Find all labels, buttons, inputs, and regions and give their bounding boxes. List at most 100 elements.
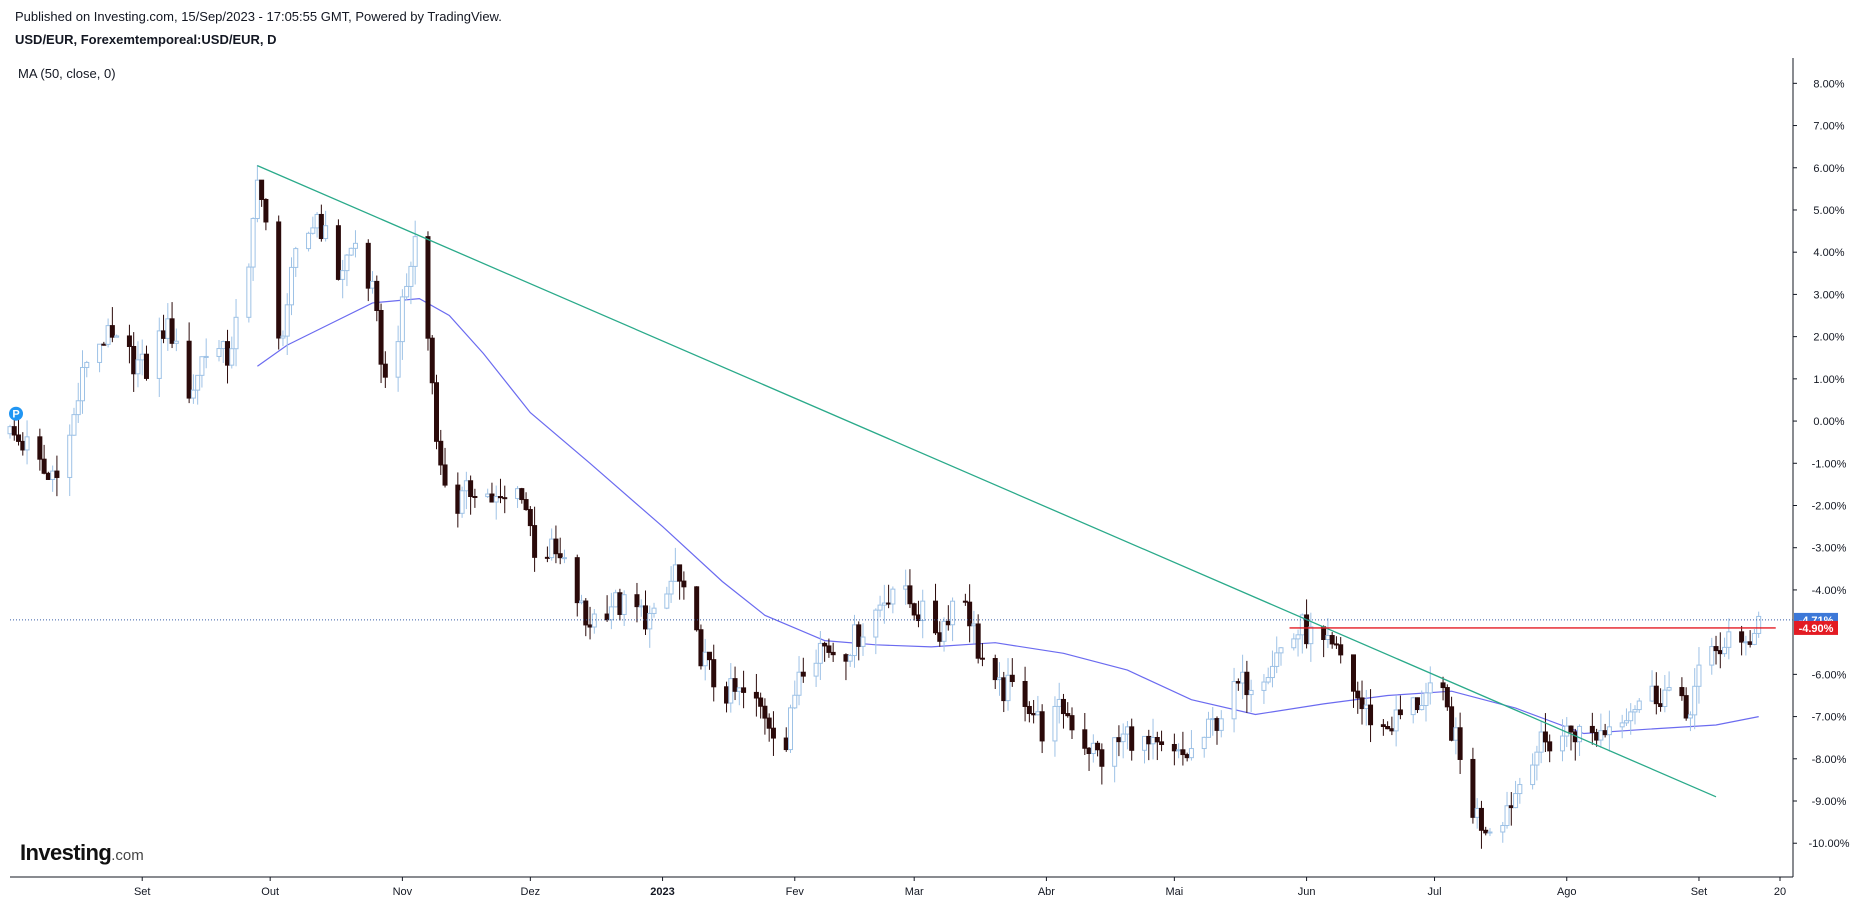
y-tick-label: -1.00%	[1812, 458, 1847, 470]
candle-down	[886, 602, 892, 605]
candle-up	[1419, 705, 1425, 711]
candle-down	[434, 382, 440, 442]
candle-up	[1410, 697, 1416, 716]
candle-down	[1329, 635, 1335, 645]
candle-up	[591, 613, 597, 628]
candle-up	[608, 606, 614, 621]
candles	[7, 164, 1762, 849]
candle-down	[1359, 697, 1365, 710]
candle-down	[225, 341, 231, 366]
candle-down	[532, 525, 538, 558]
candle-down	[1414, 697, 1420, 711]
candle-up	[903, 585, 909, 590]
candle-down	[732, 678, 738, 692]
candle-down	[843, 654, 849, 662]
candle-down	[1470, 758, 1476, 818]
ma-line	[257, 297, 1759, 735]
candle-up	[459, 490, 465, 514]
x-tick-label: Abr	[1038, 886, 1055, 898]
candle-up	[284, 304, 290, 337]
candle-up	[195, 374, 201, 391]
candle-up	[613, 592, 619, 608]
candle-up	[1005, 674, 1011, 702]
candle-down	[186, 340, 192, 399]
x-tick-label: 2023	[650, 886, 674, 898]
candle-up	[1363, 704, 1369, 710]
candle-up	[920, 600, 926, 622]
y-tick-label: 1.00%	[1813, 374, 1844, 386]
candle-down	[1171, 743, 1177, 752]
y-tick-label: 0.00%	[1813, 416, 1844, 428]
candle-up	[340, 270, 346, 280]
candle-down	[758, 697, 764, 707]
candle-down	[11, 426, 17, 436]
candle-down	[1065, 713, 1071, 717]
candle-up	[561, 557, 567, 560]
candle-up	[1205, 718, 1211, 738]
candle-up	[1513, 793, 1519, 809]
candle-up	[817, 642, 823, 664]
candle-down	[783, 737, 789, 751]
candle-down	[382, 363, 388, 378]
candle-down	[1350, 654, 1356, 692]
level-tag-bg	[1794, 620, 1838, 635]
candle-up	[1278, 647, 1284, 654]
candle-down	[557, 553, 563, 559]
candle-down	[830, 651, 836, 656]
candle-down	[259, 179, 265, 200]
candle-down	[694, 586, 700, 631]
candle-up	[1726, 631, 1732, 648]
candle-down	[16, 434, 22, 442]
y-tick-label: 3.00%	[1813, 289, 1844, 301]
x-tick-label: Fev	[786, 886, 805, 898]
candle-down	[1009, 674, 1015, 682]
candle-up	[1274, 652, 1280, 667]
candle-up	[1692, 685, 1698, 716]
candle-up	[668, 580, 674, 595]
candle-up	[250, 218, 256, 268]
y-tick-label: 5.00%	[1813, 205, 1844, 217]
candle-up	[890, 588, 896, 605]
candle-up	[873, 609, 879, 638]
p-badge-letter: P	[12, 409, 19, 421]
candle-up	[1269, 665, 1275, 679]
candle-up	[1393, 709, 1399, 732]
x-tick-label: Set	[1691, 886, 1708, 898]
candle-up	[1423, 692, 1429, 707]
candle-down	[1368, 704, 1374, 726]
candle-up	[190, 389, 196, 399]
p-badge-circle[interactable]	[9, 406, 23, 421]
candle-up	[24, 436, 30, 451]
candle-down	[911, 603, 917, 616]
ma-legend[interactable]: MA (50, close, 0)	[18, 66, 116, 81]
candle-down	[1095, 742, 1101, 751]
candle-down	[1589, 725, 1595, 733]
candle-down	[706, 651, 712, 661]
candle-down	[937, 632, 943, 642]
candle-down	[1385, 726, 1391, 730]
candle-down	[438, 440, 444, 466]
candle-up	[7, 426, 13, 435]
candle-down	[169, 318, 175, 344]
candle-up	[288, 266, 294, 306]
candle-down	[1653, 685, 1659, 705]
candle-up	[1743, 641, 1749, 644]
candle-down	[677, 564, 683, 582]
candle-down	[374, 280, 380, 311]
candle-down	[263, 198, 269, 223]
candle-down	[126, 335, 132, 347]
candle-up	[1517, 784, 1523, 795]
x-tick-label: Nov	[393, 886, 413, 898]
candle-down	[1026, 705, 1032, 715]
candle-up	[847, 655, 853, 662]
candle-down	[109, 325, 115, 338]
candle-down	[1449, 706, 1455, 741]
candle-down	[335, 225, 341, 280]
candle-up	[412, 236, 418, 267]
x-tick-label: Ago	[1557, 886, 1577, 898]
candle-down	[1747, 641, 1753, 645]
candle-down	[681, 580, 687, 588]
candle-up	[1598, 730, 1604, 741]
candle-up	[216, 348, 222, 357]
